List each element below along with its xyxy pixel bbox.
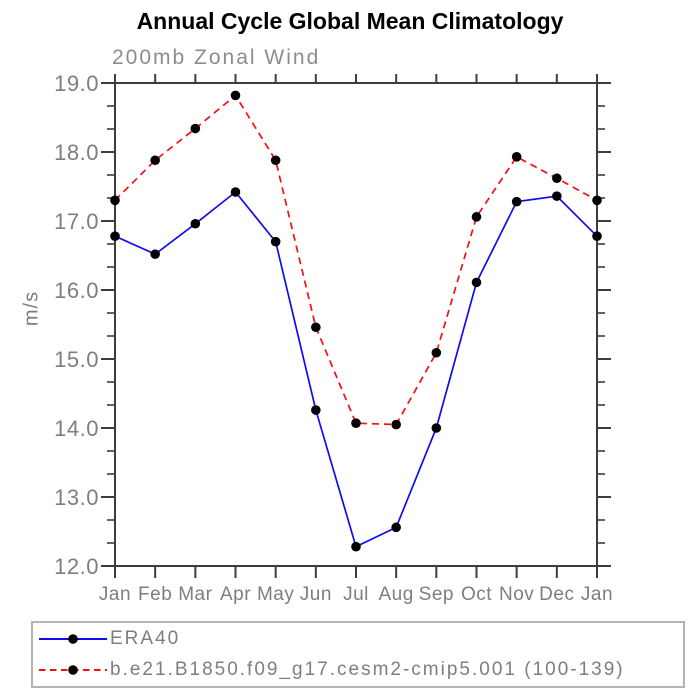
svg-text:Feb: Feb bbox=[138, 584, 172, 605]
svg-text:16.0: 16.0 bbox=[54, 278, 99, 303]
svg-text:18.0: 18.0 bbox=[54, 140, 99, 165]
svg-text:13.0: 13.0 bbox=[54, 485, 99, 510]
legend-box: ERA40 b.e21.B1850.f09_g17.cesm2-cmip5.00… bbox=[31, 621, 685, 688]
svg-text:May: May bbox=[257, 584, 294, 605]
svg-text:Jan: Jan bbox=[581, 584, 613, 605]
legend-item-era40: ERA40 bbox=[37, 625, 683, 653]
plot-frame bbox=[101, 75, 611, 578]
legend-line-sample-solid bbox=[39, 634, 107, 645]
series-1-markers bbox=[110, 90, 602, 430]
svg-text:Jun: Jun bbox=[300, 584, 332, 605]
legend-item-cesm2: b.e21.B1850.f09_g17.cesm2-cmip5.001 (100… bbox=[37, 656, 683, 684]
y-axis-ticks: 12.0 13.0 14.0 15.0 16.0 17.0 18.0 19.0 bbox=[54, 71, 611, 579]
svg-text:15.0: 15.0 bbox=[54, 347, 99, 372]
svg-text:Mar: Mar bbox=[178, 584, 212, 605]
svg-text:17.0: 17.0 bbox=[54, 209, 99, 234]
svg-text:14.0: 14.0 bbox=[54, 416, 99, 441]
legend-label-cesm2: b.e21.B1850.f09_g17.cesm2-cmip5.001 (100… bbox=[110, 658, 625, 680]
svg-text:Jan: Jan bbox=[99, 584, 131, 605]
y-axis-label: m/s bbox=[20, 290, 43, 327]
legend-line-sample-dashed bbox=[39, 664, 107, 675]
svg-text:12.0: 12.0 bbox=[54, 554, 99, 579]
series-0-line bbox=[114, 190, 598, 548]
series-0-markers bbox=[110, 187, 602, 552]
svg-text:19.0: 19.0 bbox=[54, 71, 99, 96]
svg-text:Jul: Jul bbox=[343, 584, 369, 605]
svg-text:Apr: Apr bbox=[220, 584, 251, 605]
x-axis-ticks: Jan Feb Mar Apr May Jun Jul Aug Sep Oct Nov Dec Jan bbox=[99, 74, 613, 605]
series-1-line bbox=[114, 94, 598, 426]
chart-subtitle: 200mb Zonal Wind bbox=[112, 46, 321, 69]
svg-text:Oct: Oct bbox=[461, 584, 492, 605]
svg-text:Aug: Aug bbox=[379, 584, 414, 605]
svg-text:Dec: Dec bbox=[539, 584, 574, 605]
chart-title: Annual Cycle Global Mean Climatology bbox=[136, 8, 564, 34]
legend-label-era40: ERA40 bbox=[110, 628, 181, 650]
svg-text:Nov: Nov bbox=[499, 584, 534, 605]
svg-text:Sep: Sep bbox=[419, 584, 454, 605]
